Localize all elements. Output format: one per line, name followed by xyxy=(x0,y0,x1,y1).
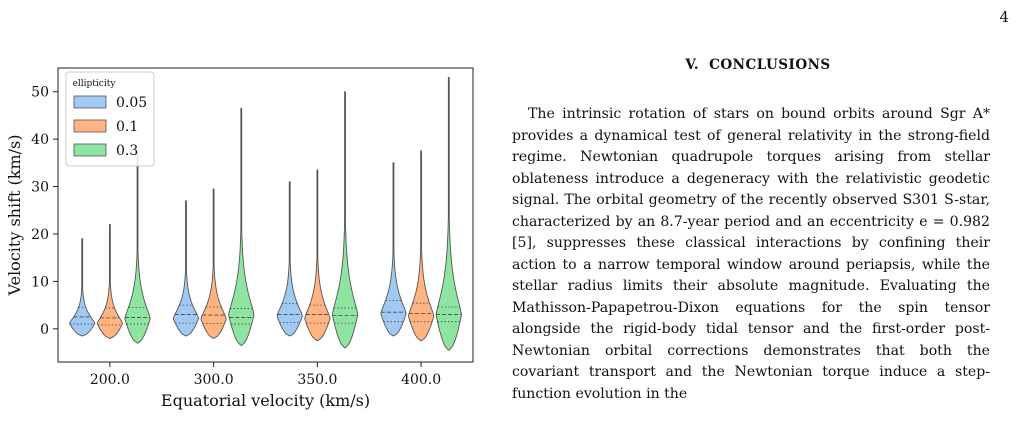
violin-body xyxy=(304,169,331,342)
y-tick-label: 50 xyxy=(31,85,49,101)
y-tick-label: 10 xyxy=(31,274,49,290)
legend-label: 0.05 xyxy=(116,95,147,111)
section-heading: V. CONCLUSIONS xyxy=(523,57,993,73)
violin-body xyxy=(228,107,255,346)
y-tick-label: 40 xyxy=(31,132,49,148)
violin-body xyxy=(96,224,124,339)
section-number: V. xyxy=(685,57,700,73)
page-number: 4 xyxy=(999,8,1009,26)
y-axis-label: Velocity shift (km/s) xyxy=(5,135,24,297)
legend-swatch xyxy=(73,95,107,109)
x-tick-label: 200.0 xyxy=(90,372,130,388)
x-tick-label: 300.0 xyxy=(194,372,234,388)
legend-swatch xyxy=(73,143,107,157)
x-tick-label: 400.0 xyxy=(401,372,441,388)
violin-plot-figure: 0 10 20 30 40 50 200.0 300.0 350.0 400.0 Equatoria… xyxy=(5,67,474,410)
y-tick-label: 0 xyxy=(40,322,49,338)
plot-frame xyxy=(57,67,474,363)
violin-body xyxy=(380,162,407,337)
violin-body xyxy=(435,77,462,351)
y-tick-label: 20 xyxy=(31,227,49,243)
violin-body xyxy=(200,188,227,339)
legend-label: 0.3 xyxy=(116,143,138,159)
legend: ellipticity 0.05 0.1 0.3 xyxy=(65,71,155,167)
violin-body xyxy=(408,150,435,342)
x-axis-label: Equatorial velocity (km/s) xyxy=(161,391,370,410)
conclusions-paragraph: The intrinsic rotation of stars on bound… xyxy=(512,106,990,402)
y-tick-label: 30 xyxy=(31,180,49,196)
violin-body xyxy=(124,152,151,344)
legend-title: ellipticity xyxy=(73,79,117,89)
violin-body xyxy=(276,181,303,337)
violin-body xyxy=(69,238,96,337)
legend-swatch xyxy=(73,119,107,133)
violin-body xyxy=(172,200,200,337)
x-tick-label: 350.0 xyxy=(297,372,337,388)
section-title: CONCLUSIONS xyxy=(709,57,831,73)
violin-body xyxy=(331,91,359,349)
legend-label: 0.1 xyxy=(116,119,138,135)
legend-box xyxy=(65,71,155,167)
